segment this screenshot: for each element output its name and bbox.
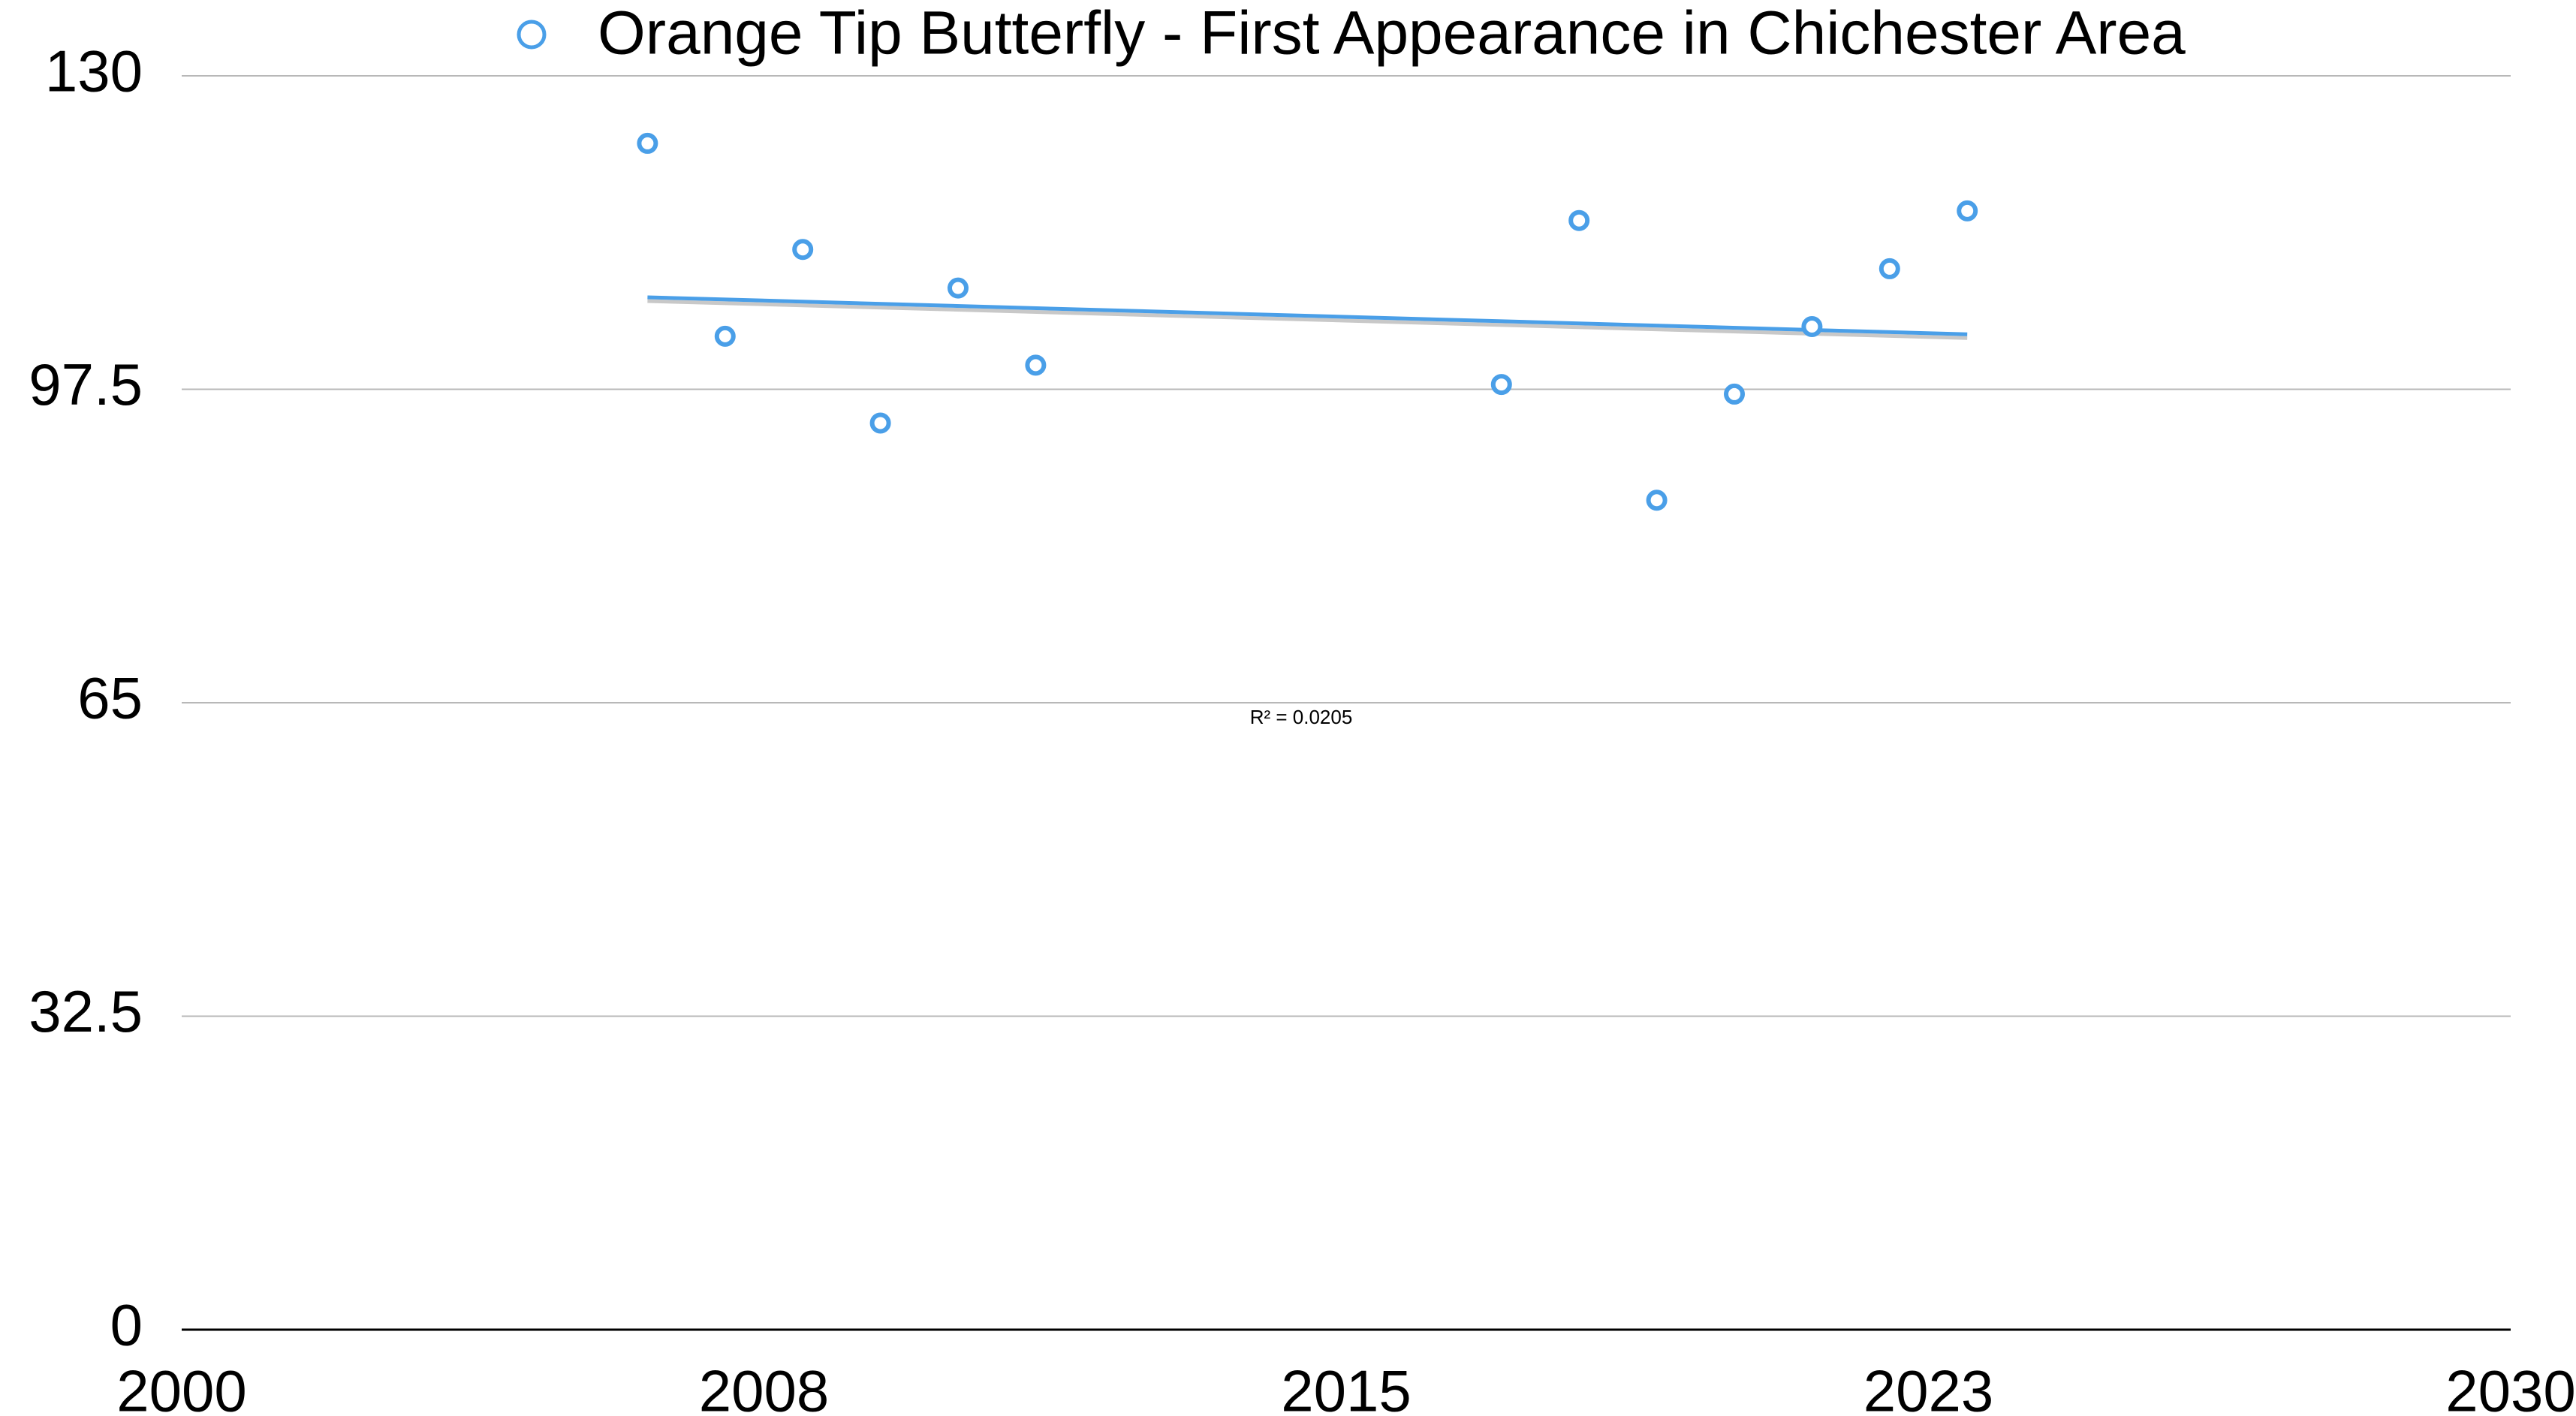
x-tick-label: 2000 <box>116 1358 247 1416</box>
r-squared-label: R² = 0.0205 <box>1250 706 1353 728</box>
data-point <box>1025 354 1047 376</box>
y-tick-label: 130 <box>45 38 143 104</box>
data-point <box>792 239 814 261</box>
x-tick-label: 2015 <box>1281 1358 1412 1416</box>
data-point <box>1724 383 1745 405</box>
legend-label: Orange Tip Butterfly - First Appearance … <box>598 0 2186 68</box>
data-point <box>1646 490 1668 511</box>
y-tick-label: 65 <box>77 665 143 731</box>
data-point <box>1568 209 1590 231</box>
data-point <box>1801 316 1823 337</box>
data-point <box>714 325 736 347</box>
data-point <box>1879 258 1900 279</box>
data-point <box>1490 374 1512 396</box>
y-tick-label: 97.5 <box>29 351 143 417</box>
legend-marker <box>517 20 547 50</box>
y-tick-label: 32.5 <box>29 978 143 1044</box>
x-tick-label: 2023 <box>1863 1358 1994 1416</box>
x-tick-label: 2030 <box>2445 1358 2576 1416</box>
data-point <box>1957 200 1978 221</box>
data-point <box>869 412 891 434</box>
data-point <box>637 132 658 154</box>
y-tick-label: 0 <box>110 1292 143 1358</box>
data-point <box>948 277 969 299</box>
x-tick-label: 2008 <box>699 1358 830 1416</box>
trendline-shadow <box>647 299 1968 340</box>
trendline <box>647 295 1968 336</box>
